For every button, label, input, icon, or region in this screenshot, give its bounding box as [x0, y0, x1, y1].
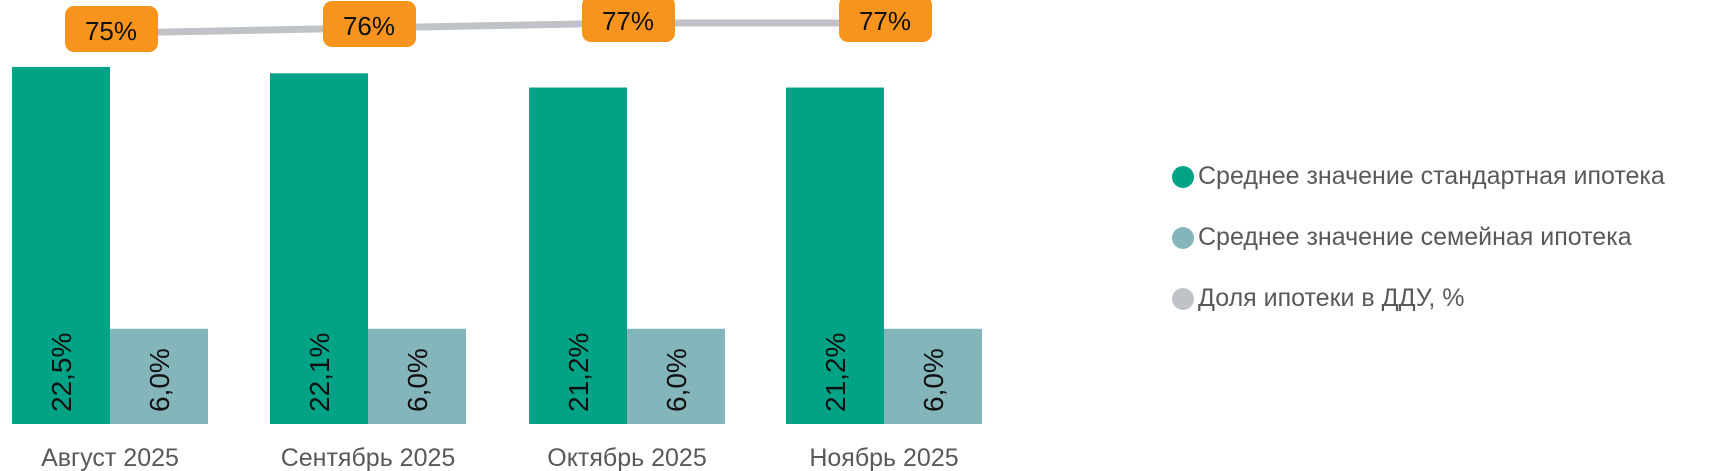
legend-label: Доля ипотеки в ДДУ, %: [1198, 284, 1465, 312]
bar-standard: [529, 87, 627, 424]
legend-marker-icon: [1172, 287, 1194, 310]
legend-label: Среднее значение стандартная ипотека: [1198, 162, 1665, 190]
category-label: Сентябрь 2025: [281, 444, 456, 471]
bar-family: [110, 328, 208, 424]
bar-standard: [786, 87, 884, 424]
line-value-box: [582, 0, 675, 42]
bar-value-label: 22,1%: [304, 333, 335, 412]
legend-marker-icon: [1172, 165, 1194, 188]
line-value-label: 77%: [602, 6, 654, 36]
bar-value-label: 6,0%: [402, 348, 433, 412]
category-label: Август 2025: [41, 444, 179, 471]
category-label: Ноябрь 2025: [809, 444, 958, 471]
bar-value-label: 6,0%: [661, 348, 692, 412]
line-value-label: 75%: [85, 16, 137, 46]
legend-label: Среднее значение семейная ипотека: [1198, 223, 1632, 251]
bar-value-label: 6,0%: [144, 348, 175, 412]
legend-item: Доля ипотеки в ДДУ, %: [1172, 284, 1464, 313]
bar-standard: [12, 66, 110, 425]
line-value-label: 77%: [859, 6, 911, 36]
bar-value-label: 22,5%: [46, 333, 77, 412]
legend-item: Среднее значение стандартная ипотека: [1172, 162, 1665, 191]
line-value-box: [839, 0, 932, 42]
line-value-box: [323, 1, 416, 47]
bar-value-label: 21,2%: [563, 333, 594, 412]
bar-value-label: 6,0%: [918, 348, 949, 412]
bar-family: [368, 328, 466, 424]
bar-family: [627, 328, 725, 424]
bar-value-label: 21,2%: [820, 333, 851, 412]
line-value-label: 76%: [343, 11, 395, 41]
bar-standard: [270, 73, 368, 424]
line-value-box: [65, 6, 158, 52]
line-series: [110, 19, 885, 37]
legend-marker-icon: [1172, 226, 1194, 249]
category-label: Октябрь 2025: [547, 444, 706, 471]
bar-family: [884, 328, 982, 424]
legend-item: Среднее значение семейная ипотека: [1172, 223, 1632, 252]
